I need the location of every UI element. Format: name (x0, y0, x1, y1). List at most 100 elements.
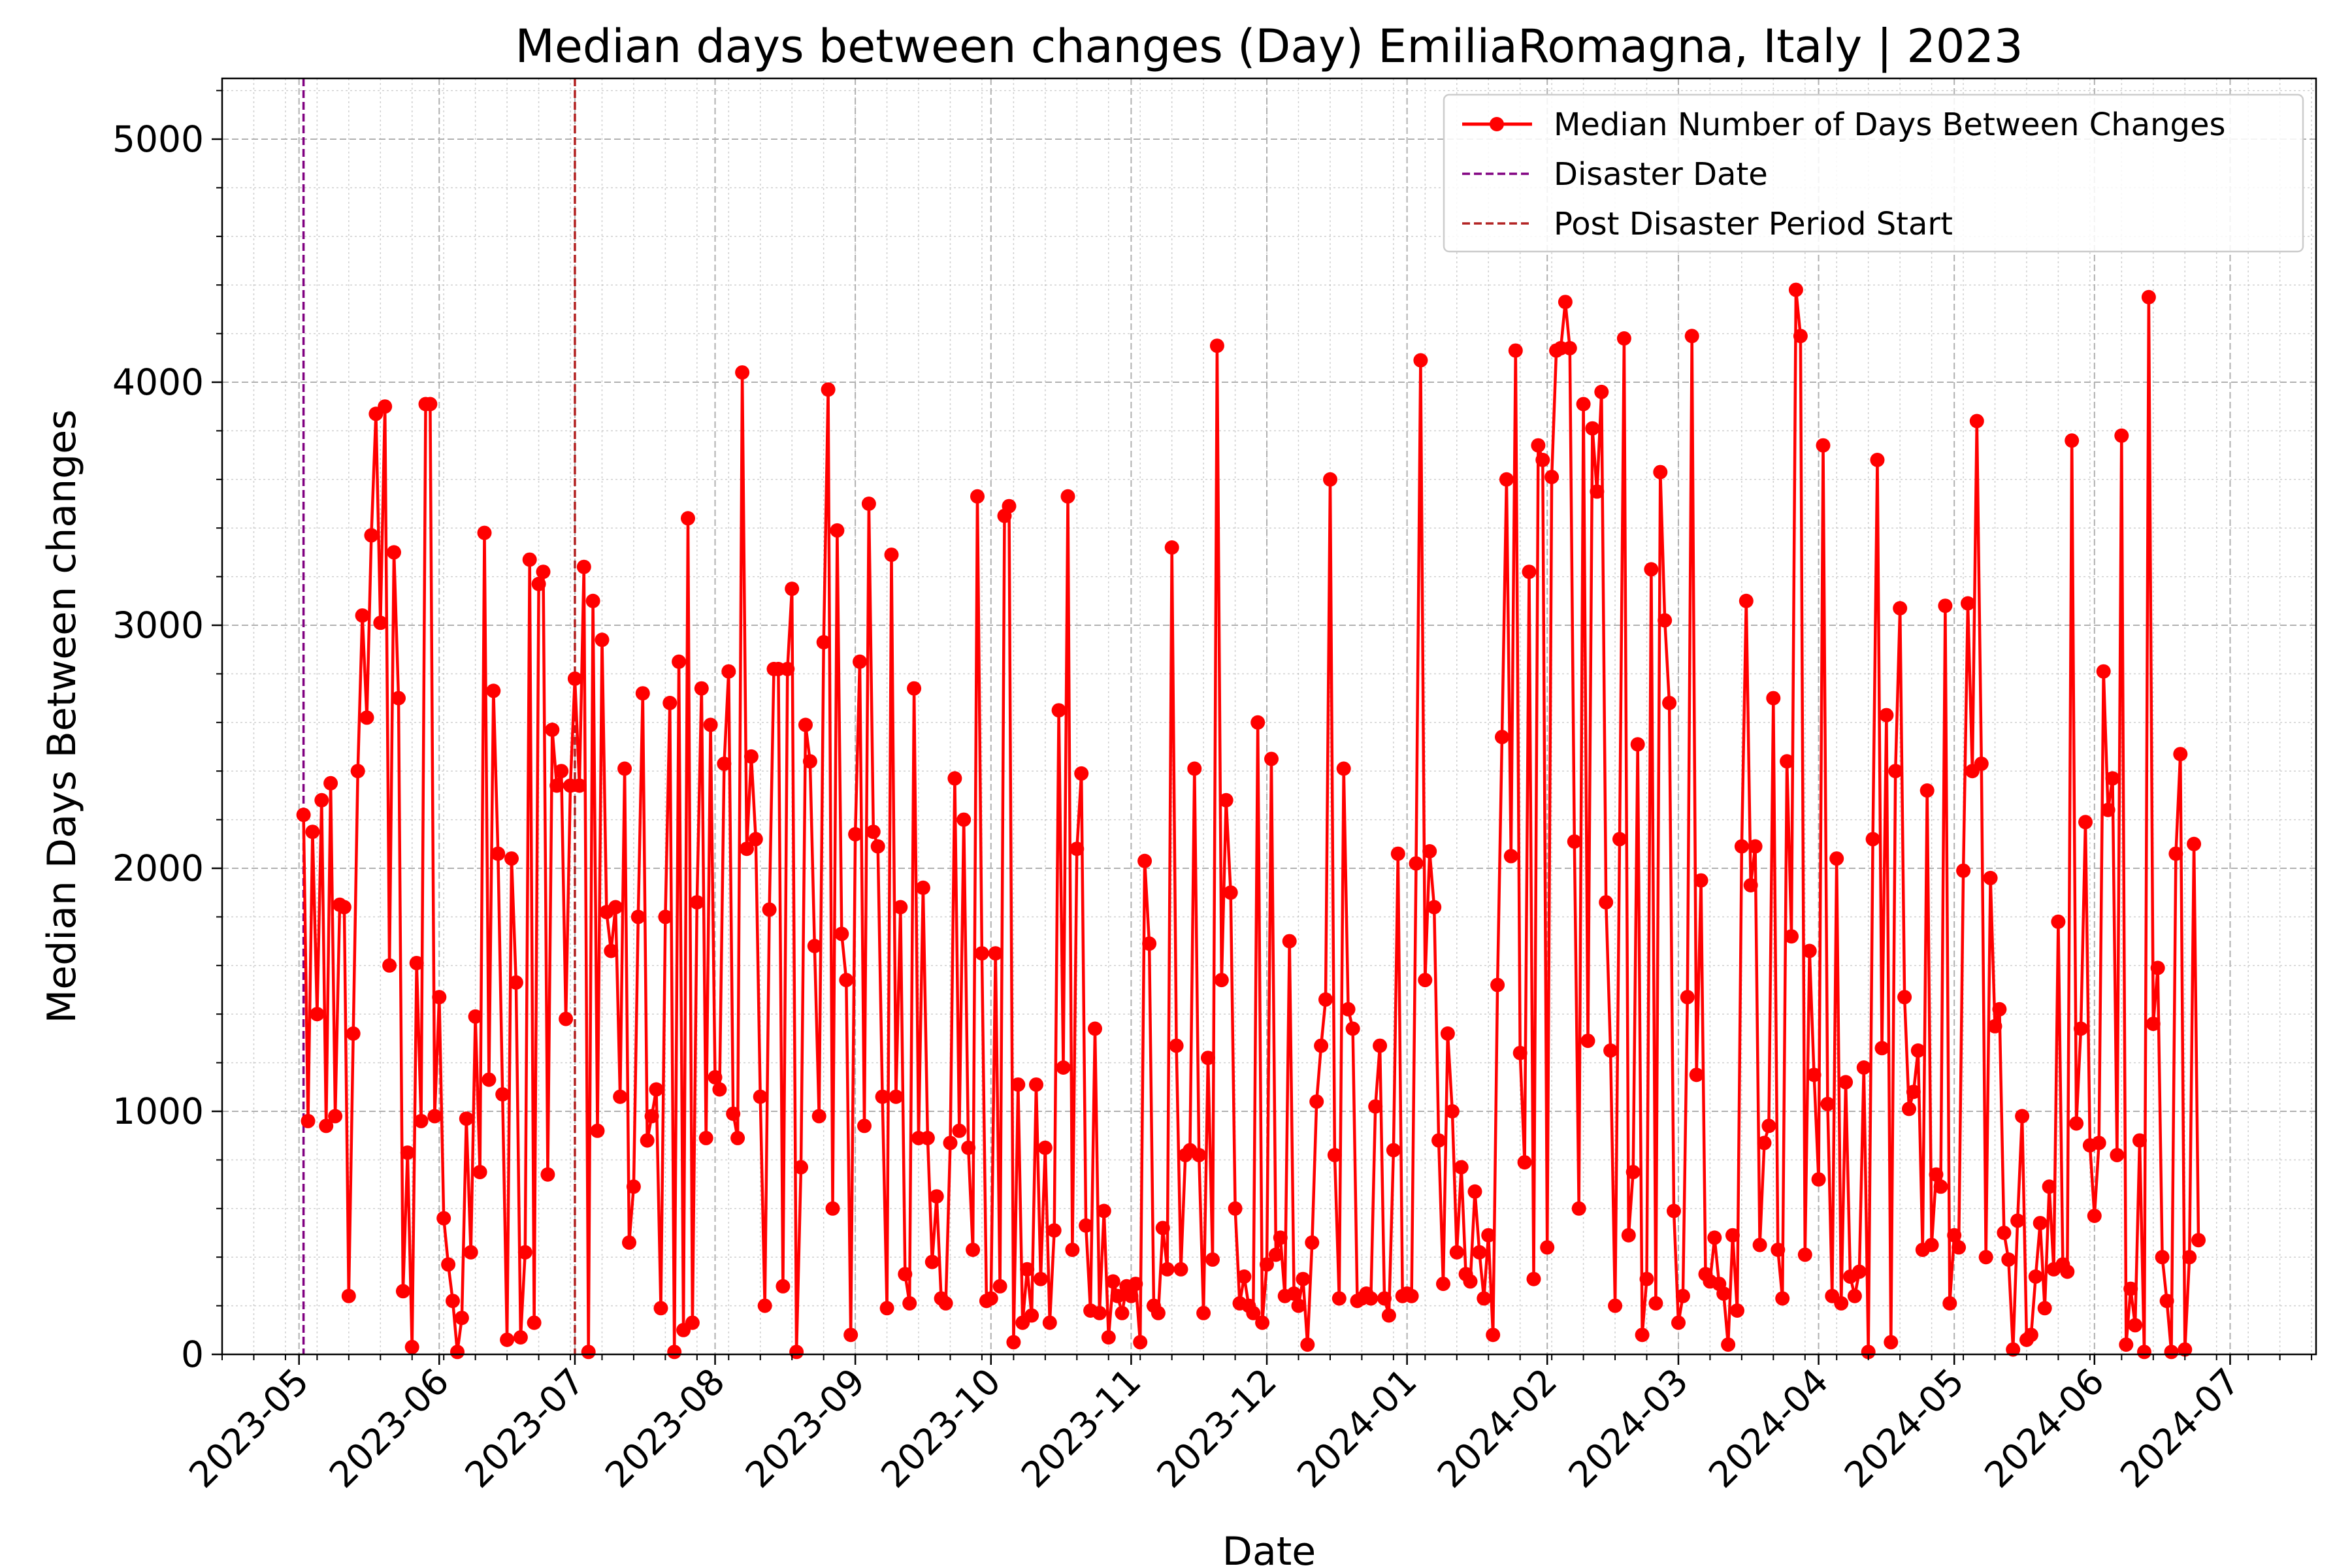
data-point (2164, 1345, 2179, 1360)
data-point (1318, 992, 1333, 1007)
data-point (2123, 1281, 2138, 1296)
data-point (1707, 1230, 1722, 1245)
data-point (414, 1113, 429, 1128)
y-axis-ticks: 0 1000 2000 3000 4000 5000 (112, 90, 222, 1375)
data-point (1151, 1305, 1166, 1320)
data-point (1721, 1337, 1736, 1352)
data-point (1771, 1243, 1786, 1257)
data-point (1124, 1288, 1139, 1303)
data-point (1522, 564, 1537, 580)
data-point (1571, 1201, 1586, 1216)
data-point (743, 749, 759, 764)
legend-box (1443, 93, 2304, 253)
data-point (1902, 1102, 1916, 1117)
data-point (834, 926, 849, 941)
data-point (1603, 1043, 1618, 1058)
data-point (1879, 708, 1894, 723)
data-point (626, 1179, 641, 1194)
data-point (1309, 1094, 1324, 1109)
data-point (1449, 1245, 1464, 1260)
data-point (441, 1257, 456, 1272)
data-point (2091, 1135, 2106, 1151)
data-point (1961, 596, 1975, 611)
data-point (1404, 1288, 1419, 1303)
data-point (2119, 1337, 2134, 1352)
data-point (1192, 1148, 1207, 1162)
data-point (821, 382, 836, 397)
data-point (952, 1123, 967, 1138)
data-point (1377, 1291, 1392, 1306)
data-point (323, 776, 338, 791)
data-point (545, 723, 560, 737)
data-point (1209, 338, 1224, 353)
data-point (889, 1089, 904, 1104)
data-point (2137, 1345, 2151, 1360)
data-point (2173, 747, 2188, 762)
data-point (1101, 1330, 1116, 1345)
data-point (1037, 1140, 1053, 1155)
data-point (576, 559, 591, 574)
data-point (1495, 730, 1509, 745)
data-point (698, 1130, 713, 1145)
data-point (1264, 751, 1279, 766)
data-point (1716, 1286, 1731, 1301)
data-point (1503, 849, 1518, 864)
data-point (436, 1211, 451, 1226)
data-point (459, 1111, 474, 1126)
data-point (1621, 1228, 1636, 1243)
data-point (689, 895, 704, 910)
data-point (776, 1279, 791, 1294)
data-point (2100, 802, 2115, 817)
data-point (1788, 282, 1803, 297)
data-point (2023, 1328, 2038, 1343)
data-point (1590, 484, 1605, 499)
legend-series-label: Median Number of Days Between Changes (1554, 106, 2226, 143)
data-point (2074, 1021, 2088, 1036)
data-point (1250, 715, 1266, 730)
data-point (500, 1332, 515, 1347)
data-point (1327, 1148, 1342, 1162)
data-point (748, 832, 763, 847)
data-point (1743, 878, 1758, 892)
data-point (866, 825, 881, 840)
data-point (802, 754, 817, 769)
data-point (1834, 1296, 1849, 1311)
data-point (1725, 1228, 1740, 1243)
data-point (482, 1072, 497, 1087)
y-tick-label: 2000 (112, 847, 204, 889)
data-point (943, 1135, 958, 1151)
data-point (1268, 1247, 1283, 1262)
data-point (1811, 1172, 1826, 1187)
data-point (1477, 1291, 1492, 1306)
data-point (1662, 696, 1677, 710)
data-point (1436, 1277, 1450, 1292)
data-point (1919, 783, 1935, 798)
data-point (1856, 1060, 1871, 1075)
data-point (1201, 1051, 1215, 1066)
data-point (1576, 397, 1591, 412)
data-point (762, 902, 777, 917)
data-point (1155, 1220, 1170, 1235)
data-point (427, 1109, 442, 1124)
data-point (1531, 438, 1546, 453)
data-point (2155, 1250, 2170, 1265)
data-point (785, 581, 800, 596)
data-point (879, 1301, 894, 1316)
data-point (1431, 1133, 1446, 1148)
data-point (359, 710, 374, 725)
data-point (301, 1113, 316, 1128)
data-point (853, 654, 867, 669)
data-point (929, 1189, 944, 1204)
data-point (477, 525, 492, 540)
data-point (630, 909, 645, 924)
data-point (780, 662, 795, 676)
data-point (1517, 1155, 1532, 1170)
data-point (640, 1133, 655, 1148)
data-point (1512, 1045, 1527, 1060)
data-point (617, 761, 632, 776)
data-point (1874, 1041, 1889, 1056)
data-point (567, 671, 582, 686)
data-point (1888, 764, 1903, 779)
data-point (798, 717, 813, 732)
data-point (1540, 1240, 1555, 1255)
